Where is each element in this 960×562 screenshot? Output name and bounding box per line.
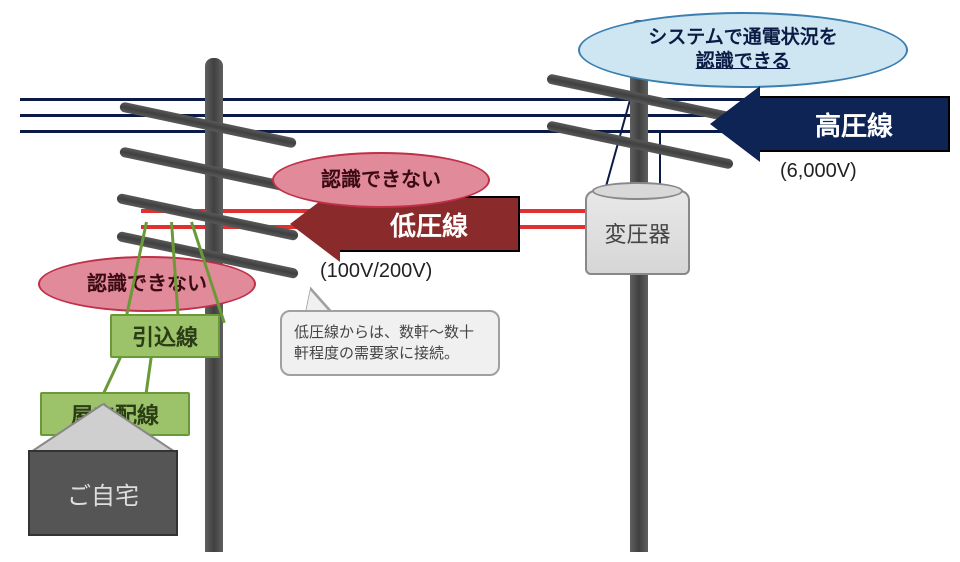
speech-line2: 軒程度の需要家に接続。 [294,343,486,364]
transformer-label: 変圧器 [604,217,670,249]
house-label: ご自宅 [67,476,139,511]
house: ご自宅 [28,450,178,536]
service-drop-label: 引込線 [132,320,198,352]
hv-arrow-head [710,86,760,162]
callout-cannot-recognize-lv: 認識できない [272,152,490,208]
diagram-canvas: 変圧器 システムで通電状況を 認識できる 高圧線 (6,000V) 低圧線 (1… [0,0,960,562]
lv-arrow-label: 低圧線 [390,206,468,243]
callout-red-bottom-text: 認識できない [87,272,207,297]
hv-arrow-shaft: 高圧線 [760,96,950,152]
lv-voltage: (100V/200V) [320,260,432,283]
callout-blue-line1: システムで通電状況を [648,26,837,50]
hv-voltage: (6,000V) [780,160,857,183]
speech-callout: 低圧線からは、数軒～数十 軒程度の需要家に接続。 [280,310,500,376]
callout-system-recognizes: システムで通電状況を 認識できる [578,12,908,88]
callout-cannot-recognize-drop: 認識できない [38,256,256,312]
service-drop-label-box: 引込線 [110,314,220,358]
house-roof [28,404,178,454]
callout-red-top-text: 認識できない [321,168,441,193]
transformer: 変圧器 [585,190,690,275]
hv-arrow: 高圧線 [710,86,950,162]
hv-arrow-label: 高圧線 [815,106,893,143]
speech-line1: 低圧線からは、数軒～数十 [294,322,486,343]
callout-blue-line2: 認識できる [648,50,837,74]
